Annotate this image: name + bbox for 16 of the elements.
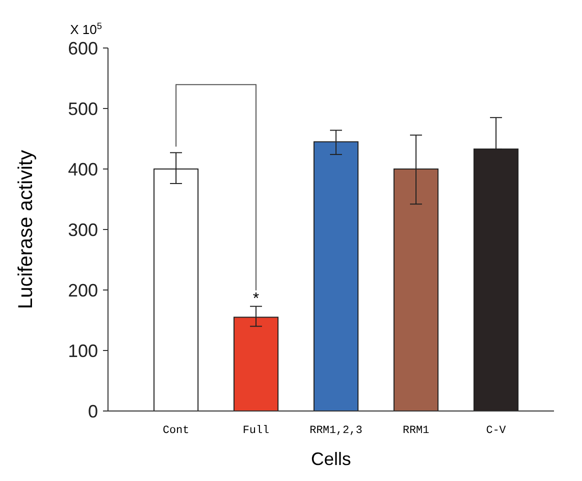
x-tick-label: Full	[242, 425, 270, 437]
y-tick-label: 200	[68, 280, 98, 300]
y-tick-label: 500	[68, 98, 98, 119]
x-tick-label: C-V	[486, 425, 506, 437]
y-tick-label: 0	[88, 401, 98, 422]
x-tick-label: RRM1,2,3	[310, 425, 362, 437]
x-axis-title: Cells	[310, 449, 352, 469]
y-tick-label: 300	[68, 220, 98, 240]
x-tick-label: RRM1	[402, 425, 430, 437]
annotation: *	[252, 290, 260, 308]
y-tick-label: 100	[68, 340, 98, 361]
y-tick-label: 400	[68, 159, 98, 180]
text: X 10$^{5}$	[70, 21, 102, 37]
y-tick-label: 600	[68, 38, 98, 58]
x-tick-label: Cont	[162, 425, 190, 437]
y-axis-title: Luciferase activity	[15, 150, 37, 309]
